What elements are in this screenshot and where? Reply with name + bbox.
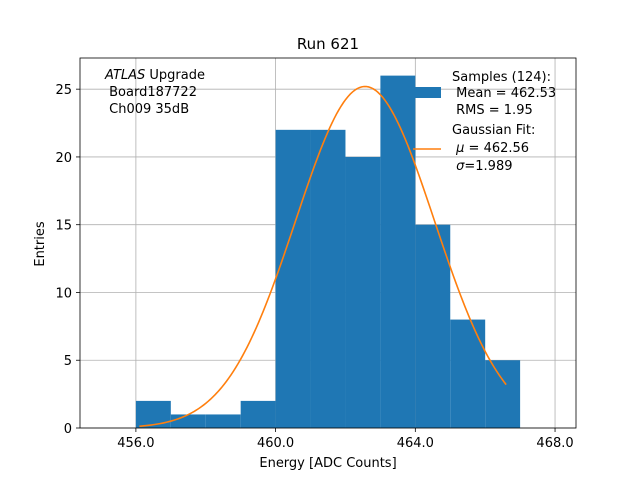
histogram-bar	[380, 75, 416, 428]
histogram-bar	[275, 129, 311, 429]
histogram-bar	[240, 400, 276, 428]
y-axis-label: Entries	[33, 221, 48, 267]
x-tick-label: 464.0	[397, 436, 434, 451]
legend-samples-title: Samples (124):	[452, 70, 551, 85]
annotation-line-3: Ch009 35dB	[105, 102, 189, 117]
legend-samples-rms: RMS = 1.95	[452, 103, 533, 118]
annotation-line-2: Board187722	[105, 85, 197, 100]
axes	[79, 57, 577, 429]
y-tick-label: 10	[55, 286, 72, 301]
y-tick-label: 25	[55, 83, 72, 98]
histogram-bar	[345, 156, 381, 428]
chart-title: Run 621	[297, 35, 359, 53]
histogram-bar	[450, 319, 486, 428]
y-tick-label: 0	[64, 422, 72, 437]
gaussian-fit-curve	[139, 85, 507, 428]
histogram-bar	[135, 400, 171, 428]
gaussian-fit-layer	[139, 85, 507, 428]
histogram-bars	[135, 75, 521, 429]
y-tick-label: 20	[55, 151, 72, 166]
x-tick-label: 468.0	[536, 436, 573, 451]
x-axis-label: Energy [ADC Counts]	[259, 456, 396, 471]
histogram-bar	[170, 414, 206, 428]
legend-fit-sigma: σ=1.989	[452, 159, 513, 174]
histogram-bar	[485, 360, 521, 428]
x-tick-label: 460.0	[257, 436, 294, 451]
atlas-annotation: ATLAS Upgrade Board187722 Ch009 35dB	[104, 68, 205, 117]
annotation-line-1: ATLAS Upgrade	[104, 68, 205, 83]
y-tick-label: 5	[64, 354, 72, 369]
legend-samples-mean: Mean = 462.53	[452, 86, 556, 101]
legend-samples-patch	[413, 87, 441, 98]
tick-labels: 456.0 460.0 464.0 468.0 0 5 10 15 20 25	[55, 83, 573, 451]
legend-fit-title: Gaussian Fit:	[452, 123, 535, 138]
plot-frame	[79, 57, 577, 429]
legend-fit-mu: μ = 462.56	[452, 141, 529, 156]
y-tick-label: 15	[55, 219, 72, 234]
histogram-bar	[415, 224, 451, 428]
x-tick-label: 456.0	[117, 436, 154, 451]
histogram-bar	[310, 129, 346, 429]
histogram-bar	[205, 414, 241, 428]
legend: Samples (124): Mean = 462.53 RMS = 1.95 …	[413, 70, 556, 174]
